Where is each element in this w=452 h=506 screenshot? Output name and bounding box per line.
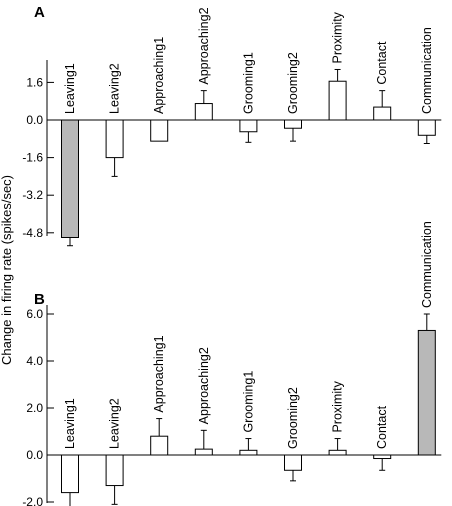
bar-label-communication: Communication [420,221,434,308]
bar-label-approaching1: Approaching1 [152,335,166,412]
y-tick-label: 4.0 [26,354,43,368]
bar-leaving2 [105,119,124,159]
bar-label-leaving2: Leaving2 [108,398,122,449]
bar-label-grooming2: Grooming2 [286,387,300,449]
bar-label-contact: Contact [375,405,389,449]
bar-label-leaving2: Leaving2 [108,63,122,114]
y-axis-label: Change in firing rate (spikes/sec) [0,175,14,365]
panel-a-bars [61,68,436,247]
y-tick-label: 0.0 [26,448,43,462]
bar-proximity [328,80,347,121]
bar-label-grooming2: Grooming2 [286,52,300,114]
bar-label-proximity: Proximity [331,380,345,432]
y-tick-label: -1.6 [22,151,43,165]
panel-letter-b: B [34,291,45,308]
y-tick-label: -3.2 [22,188,43,202]
panel-b-bars [61,313,436,506]
bar-approaching2 [194,103,213,121]
bar-contact [373,106,392,121]
bar-label-approaching1: Approaching1 [152,37,166,114]
bar-grooming1 [239,119,258,133]
y-tick-label: 6.0 [26,307,43,321]
bar-communication [417,119,436,136]
y-tick-label: -2.0 [22,495,43,506]
bar-contact [373,454,392,460]
bar-label-leaving1: Leaving1 [63,63,77,114]
panel-a-axes: 1.6 0.0 -1.6 -3.2 -4.8 [22,60,442,240]
bar-leaving1 [61,119,79,238]
bar-label-approaching2: Approaching2 [197,7,211,84]
bar-leaving2 [105,454,124,487]
panel-a-labels: Leaving1 Leaving2 Approaching1 Approaching2… [63,7,434,114]
bar-communication [417,329,436,456]
bar-label-grooming1: Grooming1 [241,371,255,433]
bar-approaching1 [150,119,169,142]
panel-letter-a: A [34,4,45,21]
y-tick-label: 0.0 [26,113,43,127]
bar-label-proximity: Proximity [331,11,345,63]
panel-b-labels: Leaving1 Leaving2 Approaching1 Approaching2… [63,221,434,449]
bar-approaching1 [150,435,169,456]
bar-proximity [328,449,347,456]
y-tick-label: -4.8 [22,226,43,240]
bar-label-grooming1: Grooming1 [241,52,255,114]
bar-approaching2 [194,448,213,456]
bar-grooming1 [239,449,258,456]
bar-leaving1 [61,454,79,494]
bar-label-approaching2: Approaching2 [197,347,211,424]
chart-panel-b: B 6.0 4.0 2.0 0.0 -2.0 Leaving1 Leaving2 Appro… [22,221,442,506]
bar-grooming2 [284,454,302,471]
y-tick-label: 1.6 [26,75,43,89]
panel-b-axes: 6.0 4.0 2.0 0.0 -2.0 [22,305,442,506]
chart-panel-a: A 1.6 0.0 -1.6 -3.2 -4.8 Leaving1 Leaving2 App… [22,4,442,247]
bar-label-contact: Contact [375,41,389,85]
bar-label-leaving1: Leaving1 [63,398,77,449]
bar-grooming2 [284,119,302,129]
y-tick-label: 2.0 [26,401,43,415]
bar-label-communication: Communication [420,27,434,114]
